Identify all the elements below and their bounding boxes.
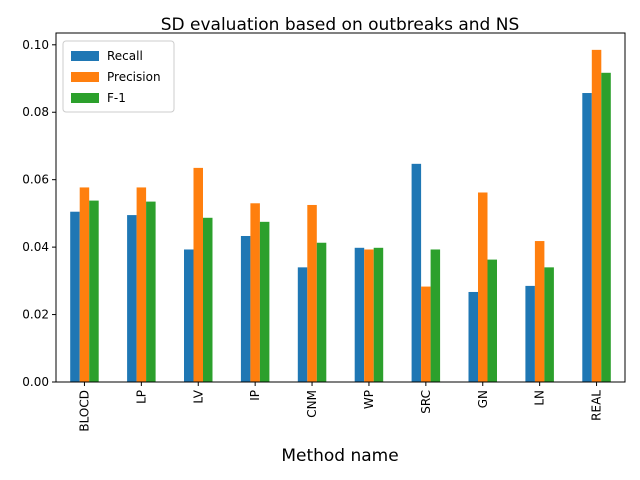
bar-f-1-ip <box>259 221 270 382</box>
bar-recall-gn <box>468 291 478 382</box>
bar-f-1-wp <box>373 247 384 382</box>
bar-precision-blocd <box>79 187 90 382</box>
legend-label: F-1 <box>107 91 126 105</box>
x-axis-label: Method name <box>281 446 398 466</box>
bar-recall-src <box>411 163 422 382</box>
bar-f-1-gn <box>487 259 497 382</box>
bar-precision-wp <box>364 249 374 382</box>
bar-recall-ln <box>525 285 535 382</box>
bar-precision-ln <box>534 241 545 382</box>
plot-frame <box>55 32 626 383</box>
bar-recall-real <box>582 93 592 383</box>
bar-precision-ip <box>250 203 260 382</box>
legend-swatch <box>71 72 99 82</box>
y-tick-label: 0.06 <box>22 173 49 187</box>
bar-f-1-src <box>430 249 441 382</box>
bar-recall-cnm <box>297 267 308 382</box>
x-axis: BLOCD LP LV IP CNM WP SRC GN LN REAL <box>77 382 604 432</box>
y-axis: 0.00 0.02 0.04 0.06 0.08 0.10 <box>22 38 56 389</box>
bar-precision-gn <box>478 192 488 382</box>
legend: Recall Precision F-1 <box>62 40 175 113</box>
x-tick-label: GN <box>476 390 490 408</box>
legend-label: Recall <box>107 49 143 63</box>
x-tick-label: IP <box>248 390 262 401</box>
bar-recall-lp <box>127 215 137 382</box>
legend-swatch <box>71 93 99 103</box>
y-tick-label: 0.02 <box>22 308 49 322</box>
y-tick-label: 0.08 <box>22 105 49 119</box>
bar-precision-lv <box>193 167 203 382</box>
y-tick-label: 0.04 <box>22 240 49 254</box>
x-tick-label: CNM <box>305 390 319 418</box>
bar-f-1-lp <box>146 201 156 382</box>
bar-f-1-blocd <box>89 200 99 382</box>
x-tick-label: REAL <box>590 390 604 421</box>
bar-recall-ip <box>240 235 251 382</box>
bar-precision-real <box>591 49 602 383</box>
bars-group <box>70 49 611 383</box>
bar-f-1-lv <box>203 217 213 382</box>
x-tick-label: LP <box>134 390 148 404</box>
x-tick-label: BLOCD <box>77 390 91 432</box>
y-tick-label: 0.10 <box>22 38 49 52</box>
x-tick-label: WP <box>362 390 376 409</box>
x-tick-label: LV <box>191 389 205 403</box>
bar-precision-src <box>421 286 431 382</box>
bar-f-1-ln <box>544 267 554 382</box>
bar-precision-lp <box>136 187 147 382</box>
bar-recall-blocd <box>70 211 80 382</box>
chart-title: SD evaluation based on outbreaks and NS <box>161 15 520 35</box>
x-tick-label: LN <box>533 390 547 406</box>
x-tick-label: SRC <box>419 390 433 414</box>
bar-f-1-real <box>601 72 611 383</box>
bar-recall-lv <box>184 249 194 382</box>
bar-precision-cnm <box>307 204 317 382</box>
bar-f-1-cnm <box>316 242 327 382</box>
y-tick-label: 0.00 <box>22 375 49 389</box>
legend-label: Precision <box>107 70 161 84</box>
bar-recall-wp <box>354 247 365 382</box>
legend-swatch <box>71 51 99 61</box>
